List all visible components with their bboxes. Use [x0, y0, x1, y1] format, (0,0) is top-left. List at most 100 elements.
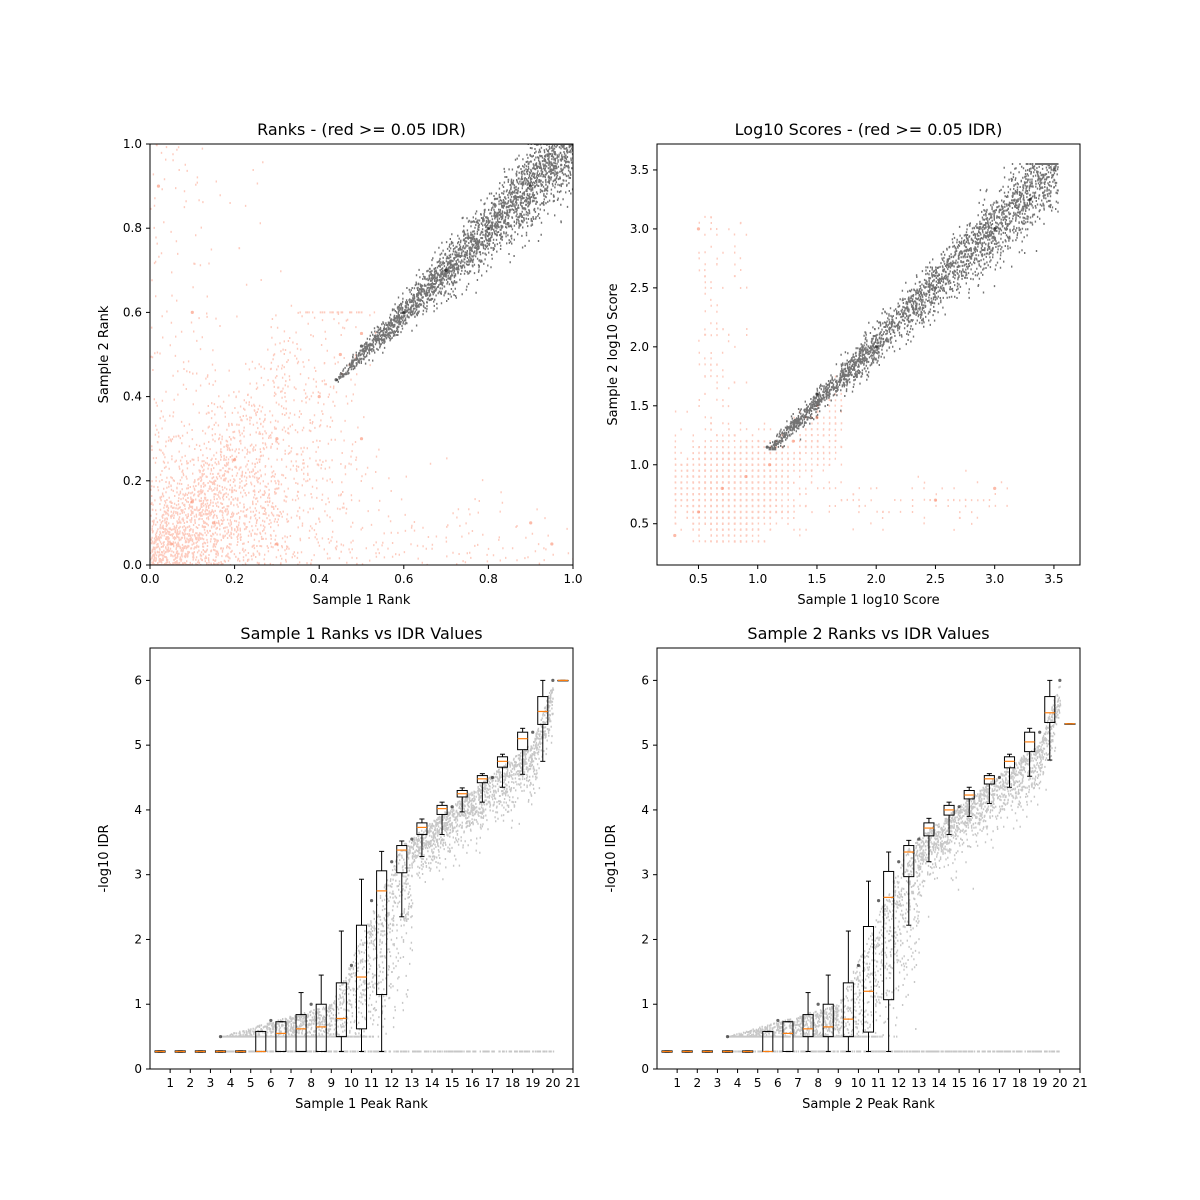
- x-tick-label: 18: [505, 1076, 520, 1090]
- box-2: [681, 1050, 693, 1053]
- x-axis-label: Sample 1 Rank: [313, 593, 411, 608]
- axes-frame: [149, 143, 574, 566]
- x-tick-label: 17: [992, 1076, 1007, 1090]
- black-point: [1028, 197, 1032, 202]
- red-point: [673, 533, 677, 538]
- x-tick-label: 16: [972, 1076, 987, 1090]
- x-axis-label: Sample 1 Peak Rank: [295, 1097, 428, 1112]
- black-point: [1038, 730, 1042, 734]
- y-axis: 0 1 2 3 4 5 6: [134, 673, 150, 1076]
- x-axis: 0.5 1.0 1.5 2.0 2.5 3.0 3.5: [689, 565, 1063, 586]
- black-point: [309, 1002, 313, 1006]
- plot-area: [661, 678, 1076, 1053]
- axes-frame: [656, 647, 1081, 1070]
- x-tick-label: 17: [485, 1076, 500, 1090]
- y-tick-label: 5: [641, 738, 649, 752]
- chart-1: 0.0 0.2 0.4 0.6 0.8 1.0 0.0 0.2 0.4 0.6 0.8 1.0 Rank…: [97, 120, 583, 608]
- x-tick-label: 13: [911, 1076, 926, 1090]
- red-point: [156, 184, 161, 188]
- y-tick-label: 1: [134, 997, 142, 1011]
- red-point: [696, 510, 701, 514]
- black-point: [1058, 678, 1062, 682]
- chart-title: Sample 1 Ranks vs IDR Values: [240, 624, 482, 643]
- x-tick-label: 3: [714, 1076, 722, 1090]
- box-19: [517, 727, 529, 775]
- box-9: [315, 974, 327, 1053]
- red-point: [169, 542, 173, 546]
- red-point: [529, 521, 533, 525]
- black-point: [490, 775, 495, 780]
- red-point: [317, 395, 321, 399]
- black-point: [765, 445, 769, 449]
- x-axis: 1 2 3 4 5 6 7 8 9 10 11 12 13 14 15 16 17 18 19 20 21: [166, 1069, 581, 1090]
- y-tick-label: 3.5: [630, 163, 649, 177]
- y-tick-label: 3.0: [630, 222, 649, 236]
- box-body: [1044, 696, 1056, 723]
- box-body: [416, 822, 428, 836]
- box-18: [496, 753, 509, 788]
- y-tick-label: 0.8: [123, 221, 142, 235]
- chart-2: 0.5 1.0 1.5 2.0 2.5 3.0 3.5 0.5 1.0 1.5 2.0 2.5 3.0 3…: [606, 120, 1081, 608]
- black-point: [876, 899, 881, 903]
- black-point: [529, 184, 533, 188]
- box-body: [782, 1021, 794, 1053]
- x-tick-label: 15: [952, 1076, 967, 1090]
- box-13: [903, 839, 915, 926]
- y-tick-label: 1.5: [630, 399, 649, 413]
- box-16: [456, 787, 468, 813]
- x-tick-label: 1.0: [563, 572, 582, 586]
- x-tick-label: 10: [851, 1076, 866, 1090]
- box-body: [335, 982, 347, 1038]
- black-point: [993, 227, 997, 231]
- black-point: [359, 344, 364, 348]
- y-tick-label: 1.0: [630, 458, 649, 472]
- x-tick-label: 19: [1032, 1076, 1047, 1090]
- red-point: [933, 498, 938, 502]
- x-tick-label: 0.5: [689, 572, 708, 586]
- red-point: [338, 352, 342, 357]
- x-axis: 0.0 0.2 0.4 0.6 0.8 1.0: [140, 565, 583, 586]
- red-point: [233, 458, 237, 462]
- red-point: [359, 331, 364, 336]
- y-axis: 0.5 1.0 1.5 2.0 2.5 3.0 3.5: [630, 163, 657, 531]
- x-tick-label: 12: [384, 1076, 399, 1090]
- box-5: [742, 1050, 754, 1053]
- box-18: [1003, 753, 1016, 788]
- x-tick-label: 21: [565, 1076, 580, 1090]
- box-body: [396, 845, 408, 874]
- box-21: [557, 679, 569, 682]
- red-point: [815, 415, 819, 420]
- x-tick-label: 3.5: [1044, 572, 1063, 586]
- x-tick-label: 19: [525, 1076, 540, 1090]
- y-tick-label: 1: [641, 997, 649, 1011]
- box-4: [214, 1050, 227, 1053]
- y-tick-label: 3: [641, 868, 649, 882]
- red-point: [696, 227, 701, 231]
- x-tick-label: 4: [227, 1076, 235, 1090]
- box-1: [154, 1050, 166, 1053]
- box-12: [883, 851, 895, 1053]
- black-points-cloud: [727, 685, 1062, 1053]
- x-tick-label: 9: [327, 1076, 335, 1090]
- black-point: [218, 1035, 223, 1039]
- box-body: [822, 1003, 834, 1038]
- box-body: [883, 870, 895, 1001]
- x-tick-label: 0.4: [310, 572, 329, 586]
- black-point: [933, 286, 938, 290]
- box-6: [762, 1030, 774, 1053]
- red-point: [550, 542, 554, 546]
- y-axis: 0 1 2 3 4 5 6: [641, 673, 657, 1076]
- box-19: [1024, 727, 1036, 777]
- x-tick-label: 20: [545, 1076, 560, 1090]
- y-axis-label: -log10 IDR: [604, 824, 619, 892]
- y-tick-label: 5: [134, 738, 142, 752]
- y-tick-label: 0.0: [123, 558, 142, 572]
- box-10: [335, 930, 347, 1053]
- box-15: [943, 801, 955, 836]
- black-point: [551, 678, 555, 682]
- y-tick-label: 2.5: [630, 281, 649, 295]
- y-tick-label: 2.0: [630, 340, 649, 354]
- x-tick-label: 7: [794, 1076, 802, 1090]
- red-point: [211, 521, 216, 525]
